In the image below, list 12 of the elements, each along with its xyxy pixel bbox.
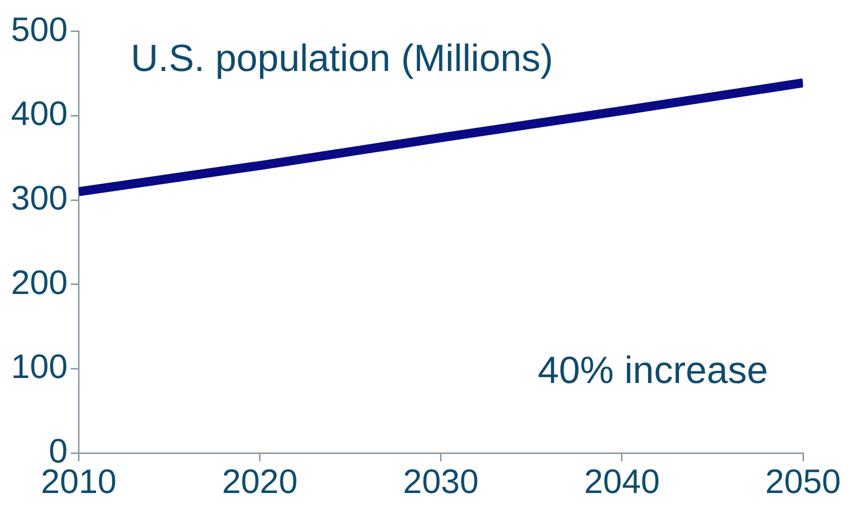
x-tick-label: 2030 — [403, 462, 479, 501]
x-tick-label: 2010 — [40, 462, 117, 501]
x-tick-label: 2020 — [222, 462, 298, 501]
y-tick-label: 300 — [10, 179, 68, 218]
x-tick-label: 2050 — [765, 462, 841, 501]
annotation: 40% increase — [538, 350, 768, 392]
y-tick-label: 500 — [10, 10, 68, 49]
x-tick-label: 2040 — [584, 462, 660, 501]
chart-title: U.S. population (Millions) — [130, 38, 554, 80]
y-tick-label: 100 — [10, 348, 68, 386]
y-tick-label: 200 — [10, 264, 68, 302]
y-tick-label: 400 — [10, 95, 68, 134]
